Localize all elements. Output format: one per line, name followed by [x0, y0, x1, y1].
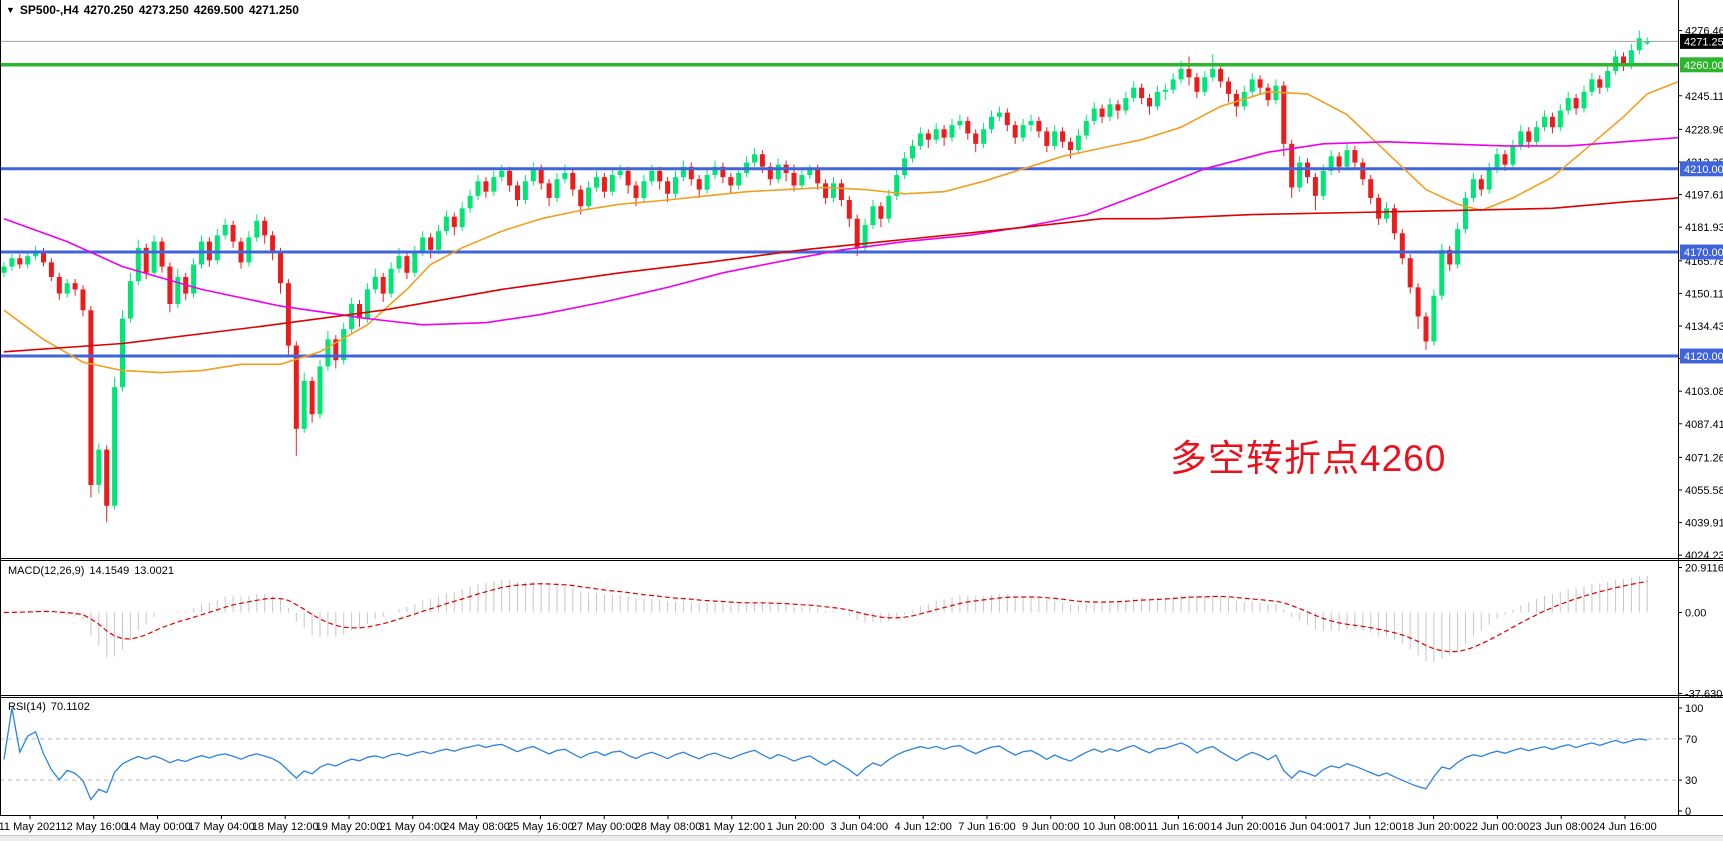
svg-text:9 Jun 00:00: 9 Jun 00:00 [1022, 821, 1080, 833]
mid-ma [3, 136, 1678, 326]
price-label-box-4260.000: 4260.000 [1680, 57, 1723, 73]
ohlc-low: 4269.500 [193, 3, 244, 17]
svg-text:14 May 00:00: 14 May 00:00 [124, 821, 191, 833]
macd-name: MACD(12,26,9) [8, 565, 85, 577]
svg-text:18 Jun 20:00: 18 Jun 20:00 [1402, 821, 1466, 833]
svg-text:19 May 20:00: 19 May 20:00 [316, 821, 383, 833]
svg-text:24 May 08:00: 24 May 08:00 [443, 821, 510, 833]
svg-text:23 Jun 08:00: 23 Jun 08:00 [1529, 821, 1593, 833]
svg-text:4245.110: 4245.110 [1685, 91, 1723, 103]
svg-text:7 Jun 16:00: 7 Jun 16:00 [958, 821, 1016, 833]
price-axis[interactable]: 4276.4604245.1104228.9604213.2854197.610… [1678, 26, 1723, 563]
chart-header: ▼ SP500-,H4 4270.250 4273.250 4269.500 4271.2… [6, 3, 304, 17]
window-bottom-strip [0, 835, 1723, 841]
price-label-box-4120.000: 4120.000 [1680, 348, 1723, 364]
price-label-box-4271.250: 4271.250 [1680, 33, 1723, 49]
svg-text:20.9116: 20.9116 [1685, 562, 1723, 574]
svg-text:30: 30 [1685, 775, 1697, 787]
svg-text:14 Jun 20:00: 14 Jun 20:00 [1210, 821, 1274, 833]
panel-borders [0, 0, 1723, 816]
candlesticks [1, 30, 1650, 523]
svg-text:4150.110: 4150.110 [1685, 288, 1723, 300]
macd-value: 14.1549 [89, 565, 130, 577]
svg-text:17 May 04:00: 17 May 04:00 [188, 821, 255, 833]
svg-text:27 May 00:00: 27 May 00:00 [571, 821, 638, 833]
slow-ma [3, 197, 1678, 353]
indicator-axis[interactable]: 20.9116 0.00 -37.6302 100 70 30 0 [1678, 562, 1723, 818]
svg-text:100: 100 [1685, 703, 1703, 715]
svg-text:1 Jun 20:00: 1 Jun 20:00 [767, 821, 825, 833]
ohlc-close: 4271.250 [248, 3, 299, 17]
svg-text:4024.235: 4024.235 [1685, 550, 1723, 562]
svg-text:70: 70 [1685, 734, 1697, 746]
svg-text:3 Jun 04:00: 3 Jun 04:00 [831, 821, 889, 833]
svg-text:17 Jun 12:00: 17 Jun 12:00 [1338, 821, 1402, 833]
svg-text:18 May 12:00: 18 May 12:00 [252, 821, 319, 833]
rsi-value: 70.1102 [50, 701, 90, 713]
svg-text:4210.000: 4210.000 [1684, 164, 1723, 176]
svg-text:4228.960: 4228.960 [1685, 124, 1723, 136]
svg-text:11 May 2021: 11 May 2021 [0, 821, 61, 833]
svg-text:31 May 12:00: 31 May 12:00 [698, 821, 765, 833]
svg-text:0.00: 0.00 [1685, 608, 1706, 620]
svg-text:21 May 04:00: 21 May 04:00 [379, 821, 446, 833]
horizontal-level-lines[interactable] [0, 63, 1678, 358]
svg-text:4071.260: 4071.260 [1685, 452, 1723, 464]
macd-panel [3, 575, 1648, 663]
svg-text:4120.000: 4120.000 [1684, 351, 1723, 363]
macd-signal-line [3, 580, 1648, 653]
price-label-box-4210.000: 4210.000 [1680, 161, 1723, 177]
svg-text:4170.000: 4170.000 [1684, 247, 1723, 259]
svg-text:16 Jun 04:00: 16 Jun 04:00 [1274, 821, 1338, 833]
svg-text:0: 0 [1685, 806, 1691, 818]
svg-text:22 Jun 00:00: 22 Jun 00:00 [1466, 821, 1530, 833]
svg-text:25 May 16:00: 25 May 16:00 [507, 821, 574, 833]
macd-indicator-label: MACD(12,26,9) 14.1549 13.0021 [8, 565, 179, 577]
svg-text:4197.610: 4197.610 [1685, 190, 1723, 202]
svg-text:11 Jun 16:00: 11 Jun 16:00 [1147, 821, 1210, 833]
svg-text:4260.000: 4260.000 [1684, 60, 1723, 72]
symbol-timeframe: SP500-,H4 [19, 3, 79, 17]
macd-signal-value: 13.0021 [134, 565, 174, 577]
svg-text:-37.6302: -37.6302 [1685, 688, 1723, 700]
svg-text:4103.085: 4103.085 [1685, 386, 1723, 398]
svg-text:4181.935: 4181.935 [1685, 222, 1723, 234]
rsi-name: RSI(14) [8, 701, 46, 713]
svg-text:28 May 08:00: 28 May 08:00 [635, 821, 702, 833]
svg-text:12 May 16:00: 12 May 16:00 [60, 821, 127, 833]
chart-annotation-text[interactable]: 多空转折点4260 [1170, 438, 1447, 479]
ohlc-open: 4270.250 [83, 3, 134, 17]
svg-text:4134.435: 4134.435 [1685, 321, 1723, 333]
svg-text:4271.250: 4271.250 [1684, 36, 1723, 48]
collapse-panel-icon[interactable]: ▼ [6, 5, 15, 15]
rsi-indicator-label: RSI(14) 70.1102 [8, 701, 95, 713]
fast-ma [3, 80, 1678, 374]
svg-text:24 Jun 16:00: 24 Jun 16:00 [1593, 821, 1657, 833]
svg-text:4039.910: 4039.910 [1685, 518, 1723, 530]
ohlc-high: 4273.250 [138, 3, 189, 17]
svg-text:4087.410: 4087.410 [1685, 419, 1723, 431]
svg-text:10 Jun 08:00: 10 Jun 08:00 [1083, 821, 1147, 833]
moving-averages [3, 80, 1678, 374]
rsi-panel [0, 707, 1678, 801]
svg-text:4 Jun 12:00: 4 Jun 12:00 [894, 821, 952, 833]
svg-text:4055.585: 4055.585 [1685, 485, 1723, 497]
rsi-line [3, 707, 1648, 801]
price-label-box-4170.000: 4170.000 [1680, 244, 1723, 260]
